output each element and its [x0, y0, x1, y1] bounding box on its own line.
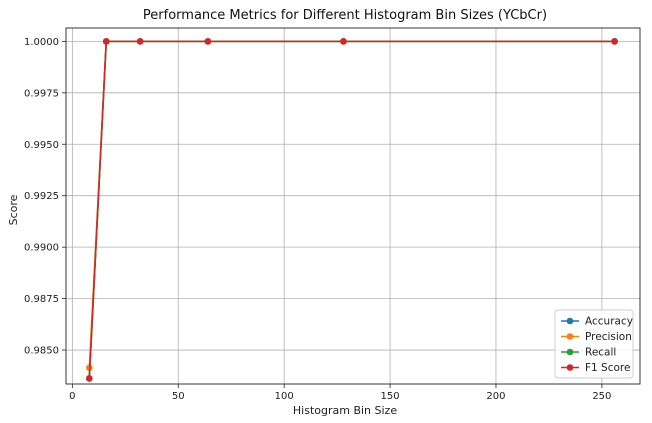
chart-title: Performance Metrics for Different Histog… [143, 8, 547, 23]
legend: Accuracy Precision Recall F1 Score [554, 309, 634, 379]
data-point-f1-score [611, 38, 618, 45]
series-line-precision [88, 40, 615, 368]
legend-entry-label: Accuracy [585, 316, 633, 328]
y-tick-label: 0.9850 [24, 346, 59, 357]
x-axis-label: Histogram Bin Size [293, 404, 397, 417]
y-axis-label: Score [7, 194, 20, 225]
legend-swatch-marker [566, 333, 574, 340]
legend-entry-label: F1 Score [585, 362, 630, 374]
data-point-f1-score [102, 38, 110, 45]
legend-swatch-marker [566, 348, 574, 356]
y-tick-label: 1.0000 [24, 37, 59, 48]
x-tick-label: 100 [275, 391, 294, 402]
data-point-f1-score [136, 38, 144, 45]
legend-entry-label: Precision [585, 331, 632, 343]
series-line-f1-score [88, 40, 615, 379]
x-tick-label: 250 [592, 391, 611, 402]
y-tick-label: 0.9950 [24, 140, 59, 151]
x-tick-label: 200 [486, 391, 505, 402]
legend-entry-label: Recall [585, 347, 616, 359]
legend-box [554, 309, 634, 379]
y-tick-label: 0.9925 [24, 191, 59, 202]
y-tick-label: 0.9875 [24, 294, 59, 305]
data-point-f1-score [340, 38, 347, 45]
legend-swatch-marker [566, 317, 574, 325]
data-point-f1-score [204, 38, 212, 45]
series-layer [85, 38, 618, 382]
x-tick-label: 0 [69, 391, 75, 402]
data-point-f1-score [85, 375, 93, 382]
grid [66, 28, 640, 384]
legend-swatch-marker [566, 364, 574, 371]
y-tick-label: 0.9900 [24, 243, 59, 254]
x-tick-label: 50 [172, 391, 185, 402]
y-tick-label: 0.9975 [24, 88, 59, 99]
ticks: 0 50 100 150 200 250 0.9850 0.9875 0.9900 0.9925 0… [24, 37, 611, 402]
plot-frame [65, 27, 641, 385]
x-tick-label: 150 [381, 391, 400, 402]
series-line-recall [88, 40, 615, 379]
series-line-accuracy [88, 40, 615, 379]
